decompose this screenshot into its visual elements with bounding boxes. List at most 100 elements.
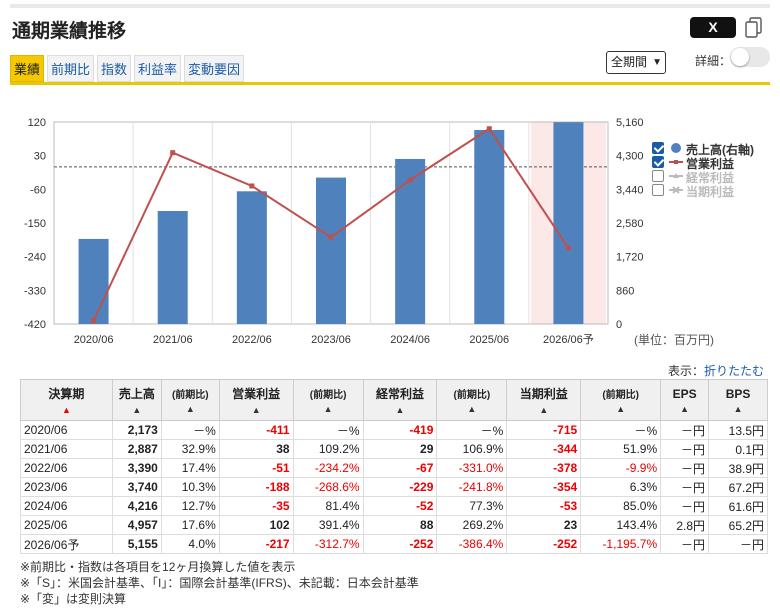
- table-cell: 23: [506, 515, 582, 535]
- line-marker-icon: [669, 160, 683, 164]
- table-cell: －円: [660, 477, 710, 497]
- table-cell: 2023/06: [20, 477, 113, 497]
- sort-arrow-icon[interactable]: ▲: [733, 403, 743, 414]
- column-header[interactable]: 決算期 ▲: [20, 379, 113, 421]
- collapse-link[interactable]: 折りたたむ: [704, 364, 765, 378]
- table-cell: 81.4%: [292, 496, 364, 516]
- tab-riekiritsu[interactable]: 利益率: [134, 55, 181, 82]
- sort-arrow-icon[interactable]: ▲: [251, 405, 261, 415]
- x-share-button[interactable]: X: [690, 17, 736, 38]
- tab-zenkihi[interactable]: 前期比: [47, 55, 94, 82]
- operating-profit-point: [91, 318, 97, 324]
- table-cell: 109.2%: [292, 439, 364, 459]
- table-cell: 38.9円: [708, 458, 768, 478]
- table-cell: -53: [506, 496, 582, 516]
- table-cell: -35: [218, 496, 294, 516]
- table-cell: －%: [580, 420, 662, 440]
- sort-arrow-icon[interactable]: ▲: [61, 405, 71, 415]
- operating-profit-point: [328, 234, 334, 240]
- sort-arrow-icon[interactable]: ▲: [132, 405, 142, 415]
- top-rule: [10, 4, 770, 8]
- table-cell: 6.3%: [580, 477, 662, 497]
- table-cell: -354: [506, 477, 582, 497]
- column-header[interactable]: (前期比) ▲: [160, 379, 220, 421]
- operating-profit-point: [486, 126, 492, 132]
- table-row: 2023/06 3,740 10.3% -188 -268.6% -229 -241.8% -…: [20, 477, 768, 497]
- table-row: 2021/06 2,887 32.9% 38 109.2% 29 106.9% -344 51.…: [20, 439, 768, 459]
- legend-checkbox-net[interactable]: [652, 184, 664, 196]
- column-header-label: 当期利益: [519, 387, 568, 401]
- sort-arrow-icon[interactable]: ▲: [323, 404, 333, 414]
- period-select-value: 全期間: [611, 55, 648, 69]
- table-cell: －%: [160, 420, 220, 440]
- legend-checkbox-operating[interactable]: [652, 156, 664, 168]
- sales-bar: [236, 191, 267, 324]
- sort-arrow-icon[interactable]: ▲: [616, 404, 626, 414]
- sort-arrow-icon[interactable]: ▲: [185, 404, 195, 414]
- table-cell: -252: [506, 534, 582, 554]
- left-tick-label: 30: [34, 151, 46, 163]
- sort-arrow-icon[interactable]: ▲: [395, 405, 405, 415]
- tab-shisu[interactable]: 指数: [97, 55, 131, 82]
- table-cell: -268.6%: [292, 477, 364, 497]
- sort-arrow-icon[interactable]: ▲: [539, 405, 549, 415]
- footnotes: ※前期比・指数は各項目を12ヶ月換算した値を表示 ※「S」：米国会計基準、「I」…: [20, 559, 419, 607]
- copy-icon[interactable]: [744, 16, 764, 40]
- table-row: 2025/06 4,957 17.6% 102 391.4% 88 269.2% 23 143.…: [20, 515, 768, 535]
- table-cell: -1,195.7%: [580, 534, 662, 554]
- table-cell: -715: [506, 420, 582, 440]
- x-tick-label: 2021/06: [153, 334, 193, 346]
- table-cell: 88: [362, 515, 438, 535]
- table-cell: 32.9%: [160, 439, 220, 459]
- table-cell: 4.0%: [160, 534, 220, 554]
- line-marker-icon: [669, 186, 683, 194]
- column-header[interactable]: (前期比) ▲: [292, 379, 364, 421]
- left-tick-label: -240: [24, 252, 46, 264]
- column-header[interactable]: (前期比) ▲: [580, 379, 662, 421]
- table-cell: －%: [436, 420, 508, 440]
- operating-profit-point: [407, 177, 413, 183]
- sort-arrow-icon[interactable]: ▲: [467, 404, 477, 414]
- left-tick-label: -60: [30, 184, 46, 196]
- right-tick-label: 2,580: [616, 218, 644, 230]
- detail-toggle[interactable]: [730, 47, 770, 67]
- table-body: 2020/06 2,173 －% -411 －% -419 －% -715 －% －円 13.5円 2…: [20, 420, 768, 554]
- sales-bar: [395, 158, 426, 324]
- column-header[interactable]: BPS ▲: [708, 379, 768, 421]
- period-select[interactable]: 全期間 ▼: [606, 51, 666, 74]
- column-header[interactable]: (前期比) ▲: [436, 379, 508, 421]
- table-cell: －円: [660, 496, 710, 516]
- table-cell: －%: [292, 420, 364, 440]
- results-table: 決算期 ▲ 売上高 ▲ (前期比) ▲ 営業利益 ▲ (前期比) ▲ 経常利益 ▲ (前期比) ▲ 当期利益…: [20, 379, 768, 554]
- table-row: 2024/06 4,216 12.7% -35 81.4% -52 77.3% -53 85.0…: [20, 496, 768, 516]
- table-cell: -344: [506, 439, 582, 459]
- sort-arrow-icon[interactable]: ▲: [680, 403, 690, 414]
- right-tick-label: 3,440: [616, 184, 644, 196]
- x-tick-label: 2020/06: [74, 334, 114, 346]
- column-header[interactable]: 当期利益 ▲: [506, 379, 582, 421]
- table-cell: 102: [218, 515, 294, 535]
- table-row: 2022/06 3,390 17.4% -51 -234.2% -67 -331.0% -37…: [20, 458, 768, 478]
- column-header[interactable]: 経常利益 ▲: [362, 379, 438, 421]
- table-cell: －円: [660, 458, 710, 478]
- table-cell: -188: [218, 477, 294, 497]
- tab-hendo-yoin[interactable]: 変動要因: [184, 55, 244, 82]
- table-cell: -411: [218, 420, 294, 440]
- footnote: ※「S」：米国会計基準、「I」：国際会計基準(IFRS)、未記載：日本会計基準: [20, 576, 419, 590]
- legend-checkbox-ordinary[interactable]: [652, 170, 664, 182]
- table-cell: 51.9%: [580, 439, 662, 459]
- table-cell: -331.0%: [436, 458, 508, 478]
- table-cell: 143.4%: [580, 515, 662, 535]
- column-header[interactable]: EPS ▲: [660, 379, 710, 421]
- tab-gyoseki[interactable]: 業績: [10, 55, 44, 82]
- column-header[interactable]: 売上高 ▲: [111, 379, 162, 421]
- table-cell: -312.7%: [292, 534, 364, 554]
- table-cell: -386.4%: [436, 534, 508, 554]
- right-tick-label: 5,160: [616, 117, 644, 129]
- left-tick-label: -330: [24, 285, 46, 297]
- sales-bar: [553, 122, 584, 324]
- x-tick-label: 2022/06: [232, 334, 272, 346]
- legend-checkbox-sales[interactable]: [652, 142, 664, 154]
- table-cell: －円: [660, 439, 710, 459]
- column-header[interactable]: 営業利益 ▲: [218, 379, 294, 421]
